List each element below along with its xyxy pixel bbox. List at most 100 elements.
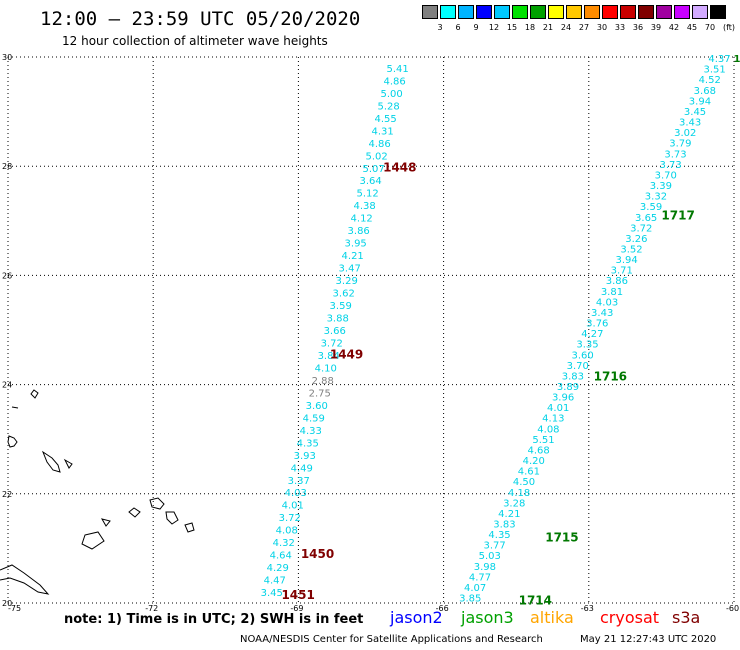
- swh-value: 4.35: [297, 438, 319, 449]
- coastline-island-10: [184, 522, 195, 533]
- satellite-jason2: jason2: [390, 608, 443, 627]
- swh-value: 4.21: [498, 509, 520, 520]
- legend-swatch: [458, 5, 474, 19]
- swh-value: 3.70: [567, 361, 589, 372]
- pass-time: 1449: [330, 348, 363, 362]
- swh-value: 3.81: [601, 287, 623, 298]
- pass-time: 1716: [594, 369, 627, 383]
- swh-value: 3.85: [459, 594, 481, 605]
- swh-value: 4.37: [708, 54, 730, 65]
- swh-value: 3.59: [640, 202, 662, 213]
- satellite-jason3: jason3: [461, 608, 514, 627]
- swh-value: 4.03: [285, 488, 307, 499]
- swh-value: 3.37: [288, 476, 310, 487]
- legend-swatch: [692, 5, 708, 19]
- swh-value: 3.93: [294, 451, 316, 462]
- swh-value: 4.50: [513, 477, 535, 488]
- pass-time: 1451: [281, 588, 314, 602]
- legend-swatch: [584, 5, 600, 19]
- swh-value: 4.49: [291, 463, 313, 474]
- swh-value: 4.07: [464, 583, 486, 594]
- track-end-label: 1: [733, 54, 740, 65]
- coastline-island-2: [30, 389, 39, 399]
- swh-value: 3.60: [571, 350, 593, 361]
- coastline-island-9: [165, 511, 179, 525]
- swh-value: 3.45: [261, 588, 283, 599]
- swh-value: 4.86: [369, 139, 391, 150]
- pass-time: 1714: [519, 593, 552, 607]
- swh-value: 3.51: [703, 65, 725, 76]
- lat-tick-label: 28: [2, 162, 12, 171]
- swh-value: 3.28: [503, 498, 525, 509]
- legend-label: 6: [455, 23, 461, 32]
- swh-value: 3.29: [336, 276, 358, 287]
- swh-value: 3.39: [650, 181, 672, 192]
- pass-time: 1715: [545, 530, 578, 544]
- swh-value: 3.72: [321, 338, 343, 349]
- swh-value: 3.73: [664, 149, 686, 160]
- swh-value: 3.94: [615, 255, 637, 266]
- legend-swatch: [422, 5, 438, 19]
- coastline-island-4: [63, 458, 73, 469]
- legend-swatch: [494, 5, 510, 19]
- legend-label: 30: [596, 23, 608, 32]
- lon-tick-label: -63: [581, 604, 594, 613]
- swh-value: 3.84: [318, 351, 340, 362]
- coastline-island-1: [11, 406, 19, 409]
- swh-value: 5.28: [377, 101, 399, 112]
- lat-tick-label: 30: [2, 53, 12, 62]
- legend-label: 3: [437, 23, 443, 32]
- swh-value: 3.66: [324, 326, 346, 337]
- swh-value: 4.61: [518, 467, 540, 478]
- legend-swatch: [602, 5, 618, 19]
- swh-value: 3.79: [669, 139, 691, 150]
- legend-unit: (ft): [723, 23, 736, 32]
- swh-value: 5.07: [363, 164, 385, 175]
- swh-value: 3.96: [552, 393, 574, 404]
- map-subtitle: 12 hour collection of altimeter wave hei…: [62, 34, 328, 48]
- swh-value: 4.10: [315, 363, 337, 374]
- legend-swatch: [674, 5, 690, 19]
- lat-tick-label: 26: [2, 271, 12, 280]
- swh-value: 3.86: [606, 276, 628, 287]
- swh-value: 4.47: [264, 576, 286, 587]
- pass-time: 1448: [383, 160, 416, 174]
- lon-tick-label: -75: [8, 604, 21, 613]
- swh-value: 5.51: [532, 435, 554, 446]
- swh-value: 4.32: [273, 538, 295, 549]
- coastline-island-5: [100, 518, 111, 527]
- legend-label: 42: [668, 23, 680, 32]
- swh-value: 3.95: [345, 239, 367, 250]
- swh-value: 4.52: [699, 75, 721, 86]
- swh-value: 3.59: [330, 301, 352, 312]
- swh-value: 3.52: [620, 244, 642, 255]
- swh-value: 3.77: [484, 541, 506, 552]
- legend-swatch: [566, 5, 582, 19]
- legend-swatch: [512, 5, 528, 19]
- swh-value: 3.35: [576, 340, 598, 351]
- lon-tick-label: -69: [290, 604, 303, 613]
- swh-value: 4.03: [596, 297, 618, 308]
- legend-label: 70: [704, 23, 716, 32]
- legend-swatch: [548, 5, 564, 19]
- swh-value: 3.26: [625, 234, 647, 245]
- lon-tick-label: -72: [145, 604, 158, 613]
- swh-value: 3.88: [327, 314, 349, 325]
- swh-value: 4.59: [303, 413, 325, 424]
- legend-label: 45: [686, 23, 698, 32]
- legend-swatch: [530, 5, 546, 19]
- axis-tick-labels: -75 -72 -69 -66 -63 -60 20 22 24 26 28 30: [2, 53, 739, 613]
- swh-value: 3.72: [279, 513, 301, 524]
- swh-value: 4.01: [282, 501, 304, 512]
- swh-value: 4.68: [528, 445, 550, 456]
- swh-value: 4.86: [383, 76, 405, 87]
- pass-time: 1450: [301, 547, 334, 561]
- legend-label: 39: [650, 23, 662, 32]
- swh-value: 4.21: [342, 251, 364, 262]
- swh-value: 3.43: [679, 118, 701, 129]
- swh-value: 3.62: [333, 289, 355, 300]
- swh-value: 4.12: [351, 214, 373, 225]
- satellite-s3a: s3a: [672, 608, 701, 627]
- legend-swatch: [440, 5, 456, 19]
- legend-swatch: [638, 5, 654, 19]
